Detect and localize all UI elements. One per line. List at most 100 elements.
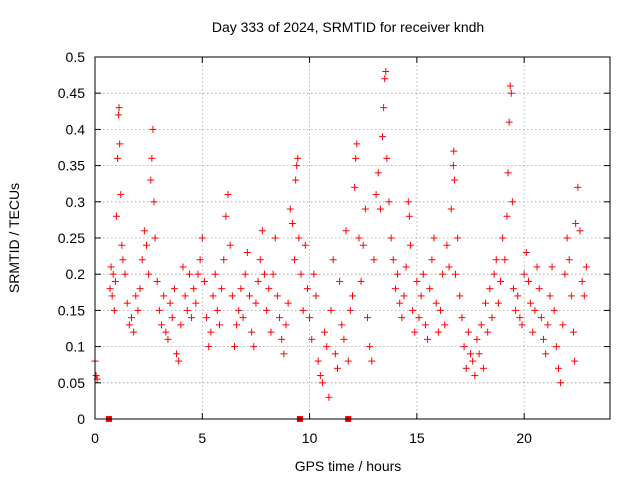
data-point	[114, 154, 122, 162]
data-point	[450, 147, 458, 155]
data-point	[479, 364, 487, 372]
data-point	[318, 379, 326, 387]
data-point	[428, 256, 436, 264]
data-point	[361, 205, 369, 213]
data-point	[504, 169, 512, 177]
data-point	[213, 306, 221, 314]
data-point	[382, 67, 390, 75]
data-point	[398, 314, 406, 322]
data-point	[477, 321, 485, 329]
data-point	[376, 205, 384, 213]
data-point	[331, 350, 339, 358]
data-point	[136, 285, 144, 293]
data-point	[286, 205, 294, 213]
data-point	[467, 350, 475, 358]
data-point	[209, 292, 217, 300]
data-point	[198, 234, 206, 242]
grid-lines	[95, 57, 610, 419]
x-tick-label: 5	[198, 430, 206, 446]
data-point	[261, 270, 269, 278]
data-point	[175, 357, 183, 365]
y-tick-label: 0.4	[66, 121, 86, 137]
data-point	[458, 314, 466, 322]
data-point	[265, 285, 273, 293]
data-point	[92, 372, 100, 380]
data-point	[400, 292, 408, 300]
data-point	[248, 328, 256, 336]
data-point	[297, 270, 305, 278]
data-point	[482, 299, 490, 307]
data-point	[490, 270, 498, 278]
data-point	[522, 248, 530, 256]
data-point	[434, 328, 442, 336]
data-point	[394, 270, 402, 278]
data-point	[374, 169, 382, 177]
data-point	[383, 154, 391, 162]
data-point	[149, 125, 157, 133]
data-point	[452, 270, 459, 278]
data-point	[329, 256, 337, 264]
data-point	[494, 299, 502, 307]
data-point	[570, 328, 578, 336]
y-tick-label: 0.5	[66, 49, 86, 65]
data-point	[243, 248, 251, 256]
data-point	[563, 234, 571, 242]
data-point	[460, 343, 468, 351]
data-points	[91, 67, 590, 401]
data-point	[239, 314, 247, 322]
data-point	[447, 205, 455, 213]
data-point	[368, 357, 376, 365]
data-point	[559, 321, 567, 329]
data-point	[192, 299, 200, 307]
data-point	[533, 263, 541, 271]
data-point	[535, 285, 543, 293]
data-point	[218, 285, 226, 293]
data-point	[292, 176, 300, 184]
data-point	[215, 321, 223, 329]
data-point	[145, 270, 153, 278]
data-point	[486, 285, 494, 293]
data-point	[406, 241, 414, 249]
data-point	[565, 256, 573, 264]
data-point	[273, 292, 281, 300]
data-point	[303, 285, 311, 293]
data-point	[450, 176, 458, 184]
data-point	[299, 306, 307, 314]
data-point	[344, 357, 352, 365]
data-point	[340, 335, 348, 343]
data-point	[177, 321, 185, 329]
data-point	[404, 198, 412, 206]
data-point	[112, 212, 120, 220]
data-point	[552, 343, 560, 351]
data-point	[308, 335, 316, 343]
data-point	[168, 314, 176, 322]
data-point	[321, 328, 329, 336]
data-point	[107, 263, 115, 271]
data-point	[164, 335, 172, 343]
data-point	[364, 314, 372, 322]
data-point	[497, 277, 505, 285]
data-point	[181, 292, 189, 300]
data-point	[194, 270, 202, 278]
data-point	[499, 234, 507, 242]
data-point	[143, 241, 150, 249]
data-point	[123, 299, 131, 307]
data-point	[226, 241, 234, 249]
data-point	[443, 241, 451, 249]
data-point	[276, 314, 284, 322]
data-point	[454, 234, 462, 242]
x-axis-label: GPS time / hours	[295, 458, 402, 474]
data-point	[271, 234, 279, 242]
data-point	[312, 292, 320, 300]
data-point	[109, 270, 117, 278]
data-point	[409, 306, 417, 314]
data-point	[314, 357, 322, 365]
data-point	[155, 306, 163, 314]
data-point	[207, 328, 215, 336]
data-point	[106, 285, 114, 293]
data-point	[462, 364, 470, 372]
data-point	[582, 263, 590, 271]
data-point	[555, 364, 562, 372]
x-tick-label: 10	[302, 430, 318, 446]
data-point	[151, 234, 159, 242]
